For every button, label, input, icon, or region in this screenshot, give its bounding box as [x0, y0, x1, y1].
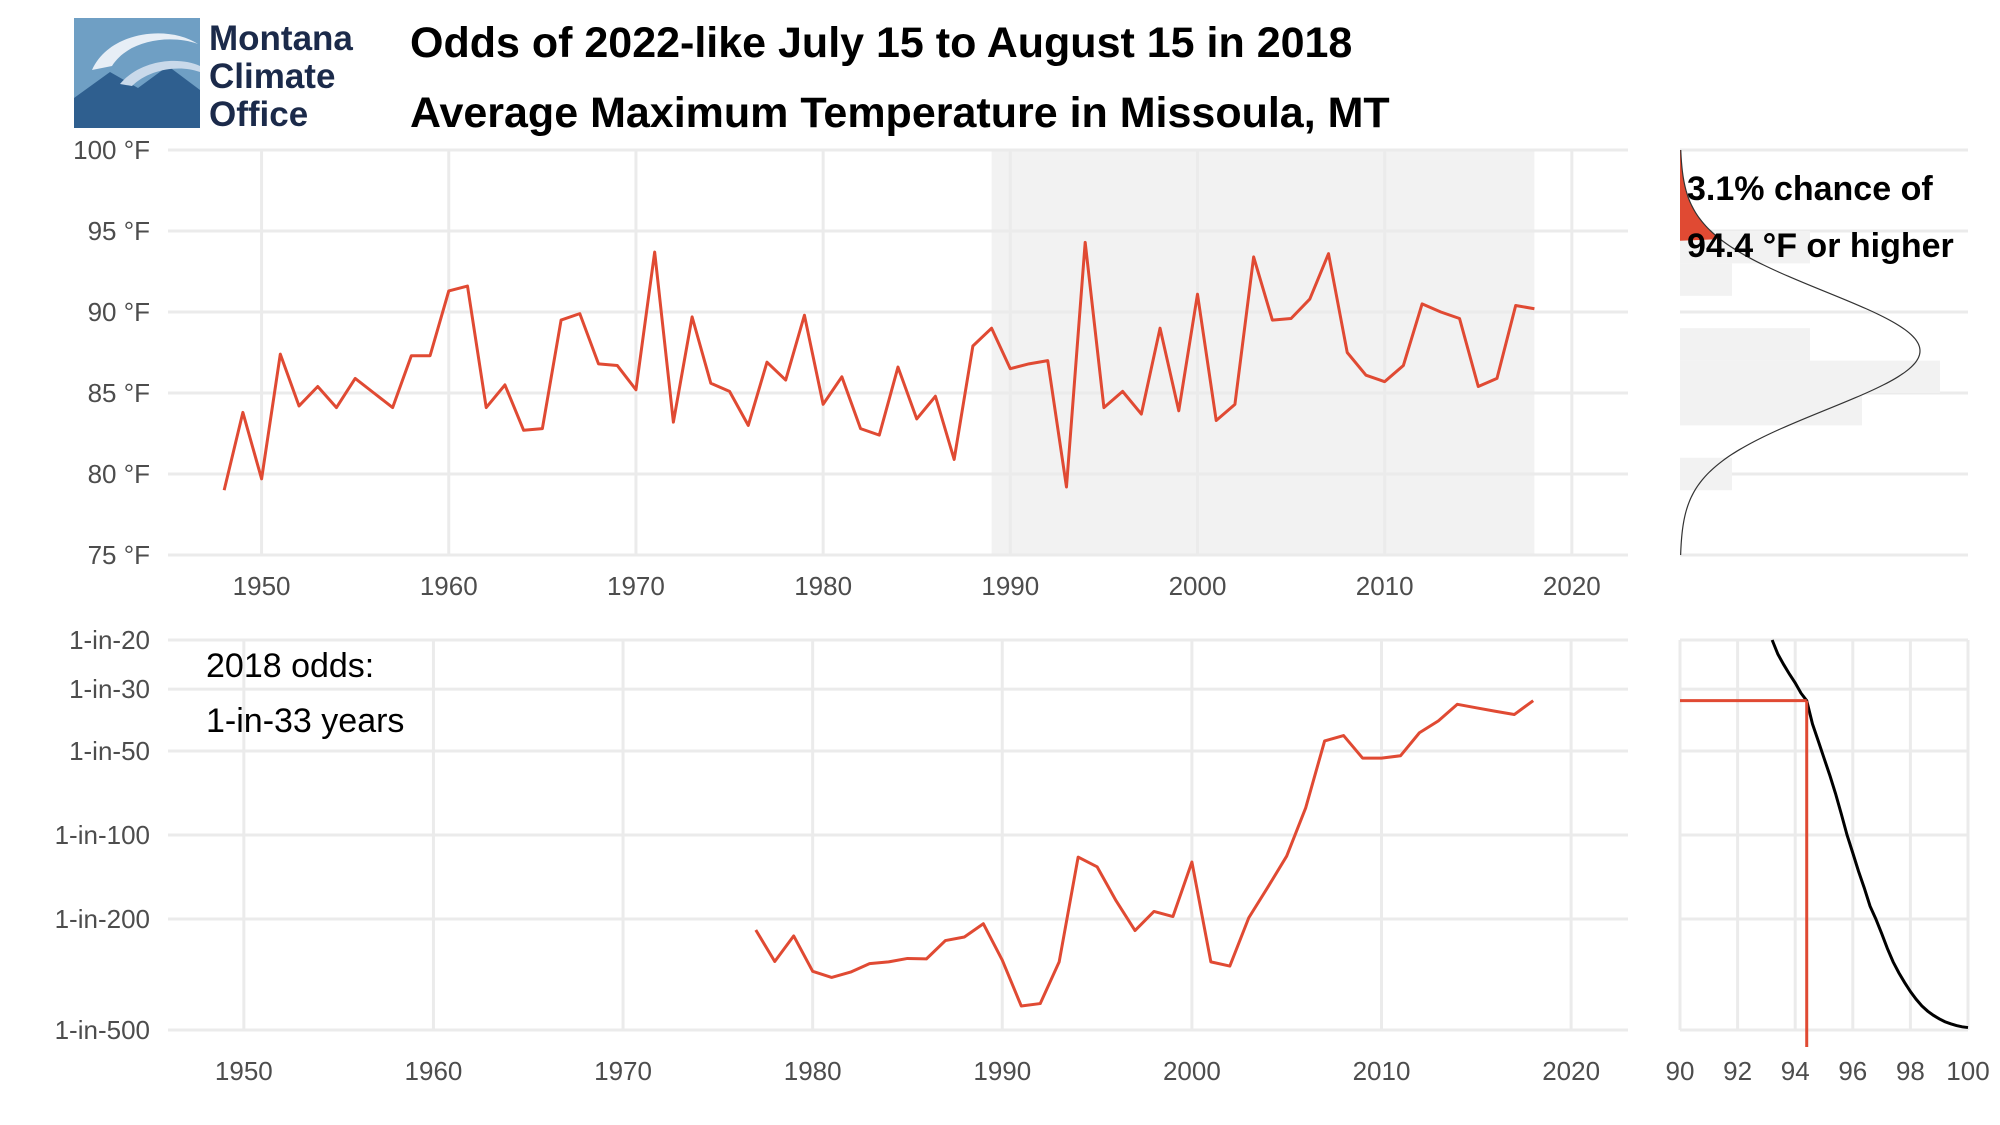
x-tick-label: 1980: [784, 1056, 842, 1086]
logo-line-3: Office: [209, 95, 308, 134]
chart-title-line-1: Odds of 2022-like July 15 to August 15 i…: [410, 19, 1352, 67]
y-tick-label: 75 °F: [88, 540, 150, 570]
y-tick-label: 1-in-500: [55, 1015, 150, 1045]
exceedance-curve-panel: 90 92 94 96 98 100: [1666, 638, 1990, 1086]
x-tick-label: 1990: [981, 571, 1039, 601]
distribution-panel: [1680, 148, 1968, 557]
y-tick-label: 1-in-200: [55, 904, 150, 934]
x-tick-label: 98: [1896, 1056, 1925, 1086]
x-tick-label: 1970: [594, 1056, 652, 1086]
y-tick-label: 85 °F: [88, 378, 150, 408]
histogram-bar: [1680, 457, 1732, 491]
chart-title-line-2: Average Maximum Temperature in Missoula,…: [410, 89, 1390, 137]
temperature-series-line: [222, 240, 1535, 491]
histogram-bar: [1680, 263, 1732, 296]
y-tick-label: 1-in-50: [69, 736, 150, 766]
x-tick-label: 96: [1838, 1056, 1867, 1086]
x-tick-label: 2020: [1542, 1056, 1600, 1086]
x-tick-label: 94: [1781, 1056, 1810, 1086]
x-tick-label: 90: [1666, 1056, 1695, 1086]
montana-climate-office-logo: Montana Climate Office: [74, 18, 353, 134]
y-tick-label: 1-in-20: [69, 625, 150, 655]
histogram-bar: [1680, 360, 1940, 393]
x-tick-label: 92: [1723, 1056, 1752, 1086]
odds-series-line: [754, 699, 1535, 1008]
y-tick-label: 80 °F: [88, 459, 150, 489]
x-tick-label: 1970: [607, 571, 665, 601]
reference-period-band: [991, 150, 1535, 555]
x-tick-label: 2020: [1543, 571, 1601, 601]
x-tick-label: 2000: [1169, 571, 1227, 601]
x-tick-label: 1990: [973, 1056, 1031, 1086]
distribution-annotation-line-2: 94.4 °F or higher: [1687, 227, 1954, 265]
x-tick-label: 2000: [1163, 1056, 1221, 1086]
x-tick-label: 2010: [1356, 571, 1414, 601]
histogram-bar: [1680, 328, 1810, 361]
x-tick-label: 1950: [233, 571, 291, 601]
distribution-annotation-line-1: 3.1% chance of: [1687, 170, 1933, 208]
histogram-bar: [1680, 393, 1862, 426]
exceedance-curve-line: [1770, 639, 1969, 1030]
y-tick-label: 1-in-100: [55, 820, 150, 850]
odds-annotation-line-1: 2018 odds:: [206, 647, 374, 685]
logo-line-1: Montana: [209, 19, 353, 58]
odds-annotation-line-2: 1-in-33 years: [206, 702, 404, 740]
temperature-series-panel: 1950 1960 1970 1980 1990 2000 2010 2020 75 °F 80 …: [73, 135, 1628, 601]
x-tick-label: 1960: [420, 571, 478, 601]
y-tick-label: 1-in-30: [69, 674, 150, 704]
exceedance-tail-area: [1680, 150, 1721, 241]
logo-swirl-icon-2: [120, 60, 200, 86]
x-tick-label: 100: [1946, 1056, 1989, 1086]
y-tick-label: 90 °F: [88, 297, 150, 327]
y-tick-label: 95 °F: [88, 216, 150, 246]
logo-swirl-icon: [92, 33, 198, 70]
x-tick-label: 2010: [1353, 1056, 1411, 1086]
x-tick-label: 1960: [405, 1056, 463, 1086]
logo-line-2: Climate: [209, 57, 335, 96]
density-curve: [1680, 149, 1921, 556]
x-tick-label: 1950: [215, 1056, 273, 1086]
y-tick-label: 100 °F: [73, 135, 150, 165]
odds-series-panel: 1950 1960 1970 1980 1990 2000 2010 2020 1-in-20 1…: [55, 625, 1628, 1086]
x-tick-label: 1980: [794, 571, 852, 601]
logo-mountain-icon: [74, 66, 200, 128]
